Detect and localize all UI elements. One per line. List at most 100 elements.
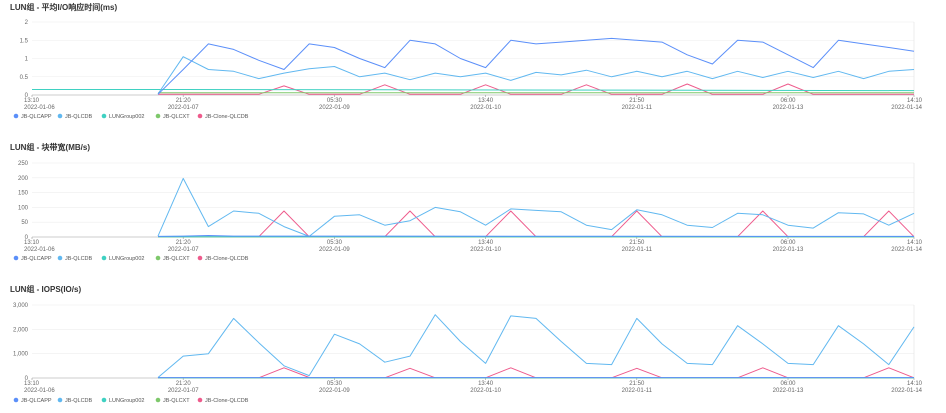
series-line-lungroup002 [32, 89, 915, 92]
x-tick-time: 06:00 [780, 240, 796, 246]
legend-item-jb-qlcdb[interactable]: JB-QLCDB [57, 113, 93, 120]
legend-label: JB-QLCXT [163, 398, 190, 404]
legend-label: JB-QLCXT [163, 114, 190, 120]
x-tick-date: 2022-01-09 [319, 105, 350, 111]
y-tick-label: 2 [25, 20, 29, 26]
legend-item-jb-qlcdb[interactable]: JB-QLCDB [57, 255, 93, 262]
legend-marker [13, 113, 19, 119]
x-tick-time: 21:20 [176, 98, 192, 104]
y-tick-label: 50 [21, 220, 28, 226]
legend-item-lungroup002[interactable]: LUNGroup002 [101, 397, 145, 404]
x-tick-time: 14:10 [907, 381, 923, 387]
x-tick-date: 2022-01-06 [24, 105, 55, 111]
legend-label: LUNGroup002 [109, 398, 144, 404]
legend-item-jb-qlcxt[interactable]: JB-QLCXT [155, 255, 191, 262]
legend-label: JB-QLCAPP [21, 398, 52, 404]
chart-panel-3: LUN组 - IOPS(IO/s)01,0002,0003,00013:1020… [10, 284, 923, 404]
legend-label: JB-QLCDB [65, 114, 93, 120]
y-tick-label: 250 [18, 161, 29, 167]
x-tick-time: 05:30 [327, 98, 343, 104]
series-line-jb-clone-qlcdb [158, 83, 914, 95]
x-tick-time: 05:30 [327, 240, 343, 246]
legend-marker [13, 397, 19, 403]
series-line-jb-qlcapp [157, 235, 915, 237]
x-tick-time: 13:10 [24, 381, 40, 387]
y-tick-label: 0 [25, 93, 29, 99]
legend-marker [155, 397, 161, 403]
legend-label: JB-QLCXT [163, 256, 190, 262]
x-tick-date: 2022-01-09 [319, 388, 350, 394]
x-tick-date: 2022-01-14 [891, 105, 922, 111]
y-tick-label: 100 [18, 205, 29, 211]
chart-title: LUN组 - 平均I/O响应时间(ms) [10, 2, 117, 12]
x-tick-time: 13:40 [478, 98, 494, 104]
chart-panel-2: LUN组 - 块带宽(MB/s)05010015020025013:102022… [10, 142, 923, 262]
x-tick-date: 2022-01-13 [773, 105, 804, 111]
legend-marker [101, 255, 107, 261]
x-tick-date: 2022-01-06 [24, 247, 55, 253]
series-line-jb-qlcdb [157, 56, 915, 95]
legend-marker [155, 113, 161, 119]
legend-item-jb-qlcxt[interactable]: JB-QLCXT [155, 397, 191, 404]
y-tick-label: 1.5 [20, 38, 29, 44]
y-tick-label: 0.5 [20, 75, 29, 81]
y-tick-label: 1 [25, 57, 29, 63]
legend-label: JB-QLCAPP [21, 256, 52, 262]
x-tick-date: 2022-01-09 [319, 247, 350, 253]
legend-marker [13, 255, 19, 261]
series-line-jb-clone-qlcdb [158, 210, 915, 238]
y-tick-label: 200 [18, 176, 29, 182]
x-tick-date: 2022-01-11 [622, 247, 653, 253]
legend-item-lungroup002[interactable]: LUNGroup002 [101, 255, 145, 262]
y-tick-label: 150 [18, 191, 29, 197]
series-line-jb-clone-qlcdb [158, 367, 915, 379]
legend-item-jb-clone-qlcdb[interactable]: JB-Clone-QLCDB [197, 397, 249, 404]
x-tick-date: 2022-01-10 [470, 247, 501, 253]
series-line-jb-qlcdb [157, 177, 915, 237]
x-tick-date: 2022-01-13 [773, 388, 804, 394]
legend-marker [197, 397, 203, 403]
legend-item-jb-qlcapp[interactable]: JB-QLCAPP [13, 397, 52, 404]
x-tick-date: 2022-01-07 [168, 105, 199, 111]
x-tick-time: 21:50 [629, 98, 645, 104]
legend-marker [57, 255, 63, 261]
legend-item-jb-qlcdb[interactable]: JB-QLCDB [57, 397, 93, 404]
legend-label: JB-Clone-QLCDB [205, 114, 249, 120]
legend-marker [101, 113, 107, 119]
legend-label: LUNGroup002 [109, 114, 144, 120]
x-tick-date: 2022-01-06 [24, 388, 55, 394]
x-tick-date: 2022-01-13 [773, 247, 804, 253]
legend-item-jb-clone-qlcdb[interactable]: JB-Clone-QLCDB [197, 113, 249, 120]
x-tick-time: 06:00 [780, 98, 796, 104]
x-tick-time: 21:20 [176, 381, 192, 387]
chart-panel-1: LUN组 - 平均I/O响应时间(ms)00.511.5213:102022-0… [10, 2, 923, 120]
legend-label: JB-QLCAPP [21, 114, 52, 120]
legend-item-jb-qlcapp[interactable]: JB-QLCAPP [13, 255, 52, 262]
chart-title: LUN组 - IOPS(IO/s) [10, 284, 81, 294]
legend-item-jb-clone-qlcdb[interactable]: JB-Clone-QLCDB [197, 255, 249, 262]
x-tick-date: 2022-01-10 [470, 388, 501, 394]
legend-marker [155, 255, 161, 261]
x-tick-time: 21:50 [629, 381, 645, 387]
x-tick-time: 06:00 [780, 381, 796, 387]
legend-item-jb-qlcxt[interactable]: JB-QLCXT [155, 113, 191, 120]
x-tick-time: 05:30 [327, 381, 343, 387]
legend-marker [197, 113, 203, 119]
x-tick-date: 2022-01-07 [168, 247, 199, 253]
series-line-jb-qlcapp [157, 37, 915, 95]
legend-marker [101, 397, 107, 403]
x-tick-time: 13:40 [478, 381, 494, 387]
x-tick-date: 2022-01-10 [470, 105, 501, 111]
legend-marker [57, 113, 63, 119]
legend-label: JB-QLCDB [65, 256, 93, 262]
legend-item-jb-qlcapp[interactable]: JB-QLCAPP [13, 113, 52, 120]
x-tick-time: 13:40 [478, 240, 494, 246]
x-tick-date: 2022-01-07 [168, 388, 199, 394]
legend-label: JB-QLCDB [65, 398, 93, 404]
y-tick-label: 0 [25, 376, 29, 382]
y-tick-label: 2,000 [13, 327, 29, 333]
series-line-jb-qlcdb [157, 314, 915, 378]
legend-label: JB-Clone-QLCDB [205, 398, 249, 404]
legend-item-lungroup002[interactable]: LUNGroup002 [101, 113, 145, 120]
